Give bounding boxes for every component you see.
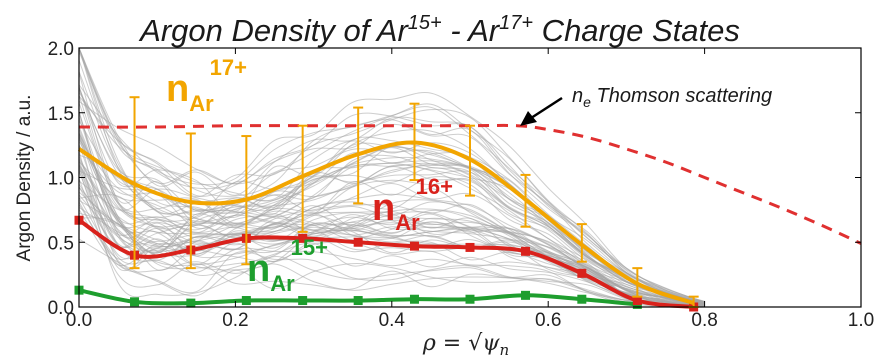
data-point	[521, 246, 531, 256]
x-tick-label: 0.6	[535, 310, 561, 331]
series-layer	[74, 96, 862, 312]
x-tick-label: 0.0	[66, 310, 92, 331]
x-axis-label: ρ = √ψn	[422, 331, 509, 355]
data-point	[353, 296, 363, 306]
data-point	[465, 242, 475, 252]
annotation-arrowhead	[520, 111, 537, 126]
data-point	[577, 294, 587, 304]
x-tick-label: 0.2	[222, 310, 248, 331]
data-point	[353, 237, 363, 247]
label-nar15: nAr15+	[247, 235, 328, 296]
ensemble-curve	[78, 51, 705, 302]
data-point	[632, 296, 642, 306]
ensemble-curve	[78, 95, 705, 304]
ensemble-curve	[78, 166, 705, 308]
series-line	[78, 123, 862, 245]
series-0	[77, 96, 699, 308]
data-point	[521, 290, 531, 300]
ensemble-curve	[78, 131, 705, 306]
x-tick-label: 0.8	[691, 310, 717, 331]
y-axis-label: Argon Density / a.u.	[14, 95, 35, 262]
y-tick-label: 0.5	[48, 233, 74, 254]
ensemble-curve	[78, 197, 705, 307]
data-point	[409, 294, 419, 304]
series-line	[77, 140, 695, 306]
y-tick-label: 0.0	[48, 298, 74, 319]
ensemble-curve	[78, 141, 705, 304]
ensemble-curve	[78, 178, 705, 308]
data-point	[298, 233, 308, 243]
ensemble-curve	[78, 158, 705, 307]
data-point	[241, 296, 251, 306]
ensemble-curve	[78, 100, 705, 303]
ensemble-curve	[78, 167, 705, 307]
x-tick-label: 0.4	[379, 310, 406, 331]
annotation-arrow	[527, 96, 563, 122]
data-point	[465, 294, 475, 304]
ensemble-curve	[78, 47, 705, 303]
series-3	[78, 123, 862, 245]
data-point	[577, 268, 587, 278]
ensemble-curve	[78, 128, 705, 306]
label-nar16: nAr16+	[372, 174, 453, 235]
x-tick-label: 1.0	[848, 310, 874, 331]
ensemble-curve	[78, 92, 705, 303]
axes: 0.0 0.2 0.4 0.6 0.8 1.0 0.0 0.5 1.0 1.5 2.0	[48, 39, 875, 331]
ensemble-curve	[78, 111, 705, 305]
chart-title: Argon Density of Ar15+ - Ar17+ Charge St…	[138, 12, 740, 48]
y-tick-label: 2.0	[48, 39, 74, 60]
label-ne-thomson: ne Thomson scattering	[572, 85, 772, 110]
y-tick-label: 1.5	[48, 104, 74, 125]
data-point	[186, 298, 196, 308]
label-nar17: nAr17+	[166, 55, 247, 116]
data-point	[298, 296, 308, 306]
y-tick-label: 1.0	[48, 169, 74, 190]
series-2	[74, 285, 642, 309]
ensemble-curve	[78, 176, 705, 306]
data-point	[409, 241, 419, 251]
ensemble-curve	[78, 238, 705, 308]
data-point	[130, 297, 140, 307]
ensemble-curve	[78, 171, 705, 308]
